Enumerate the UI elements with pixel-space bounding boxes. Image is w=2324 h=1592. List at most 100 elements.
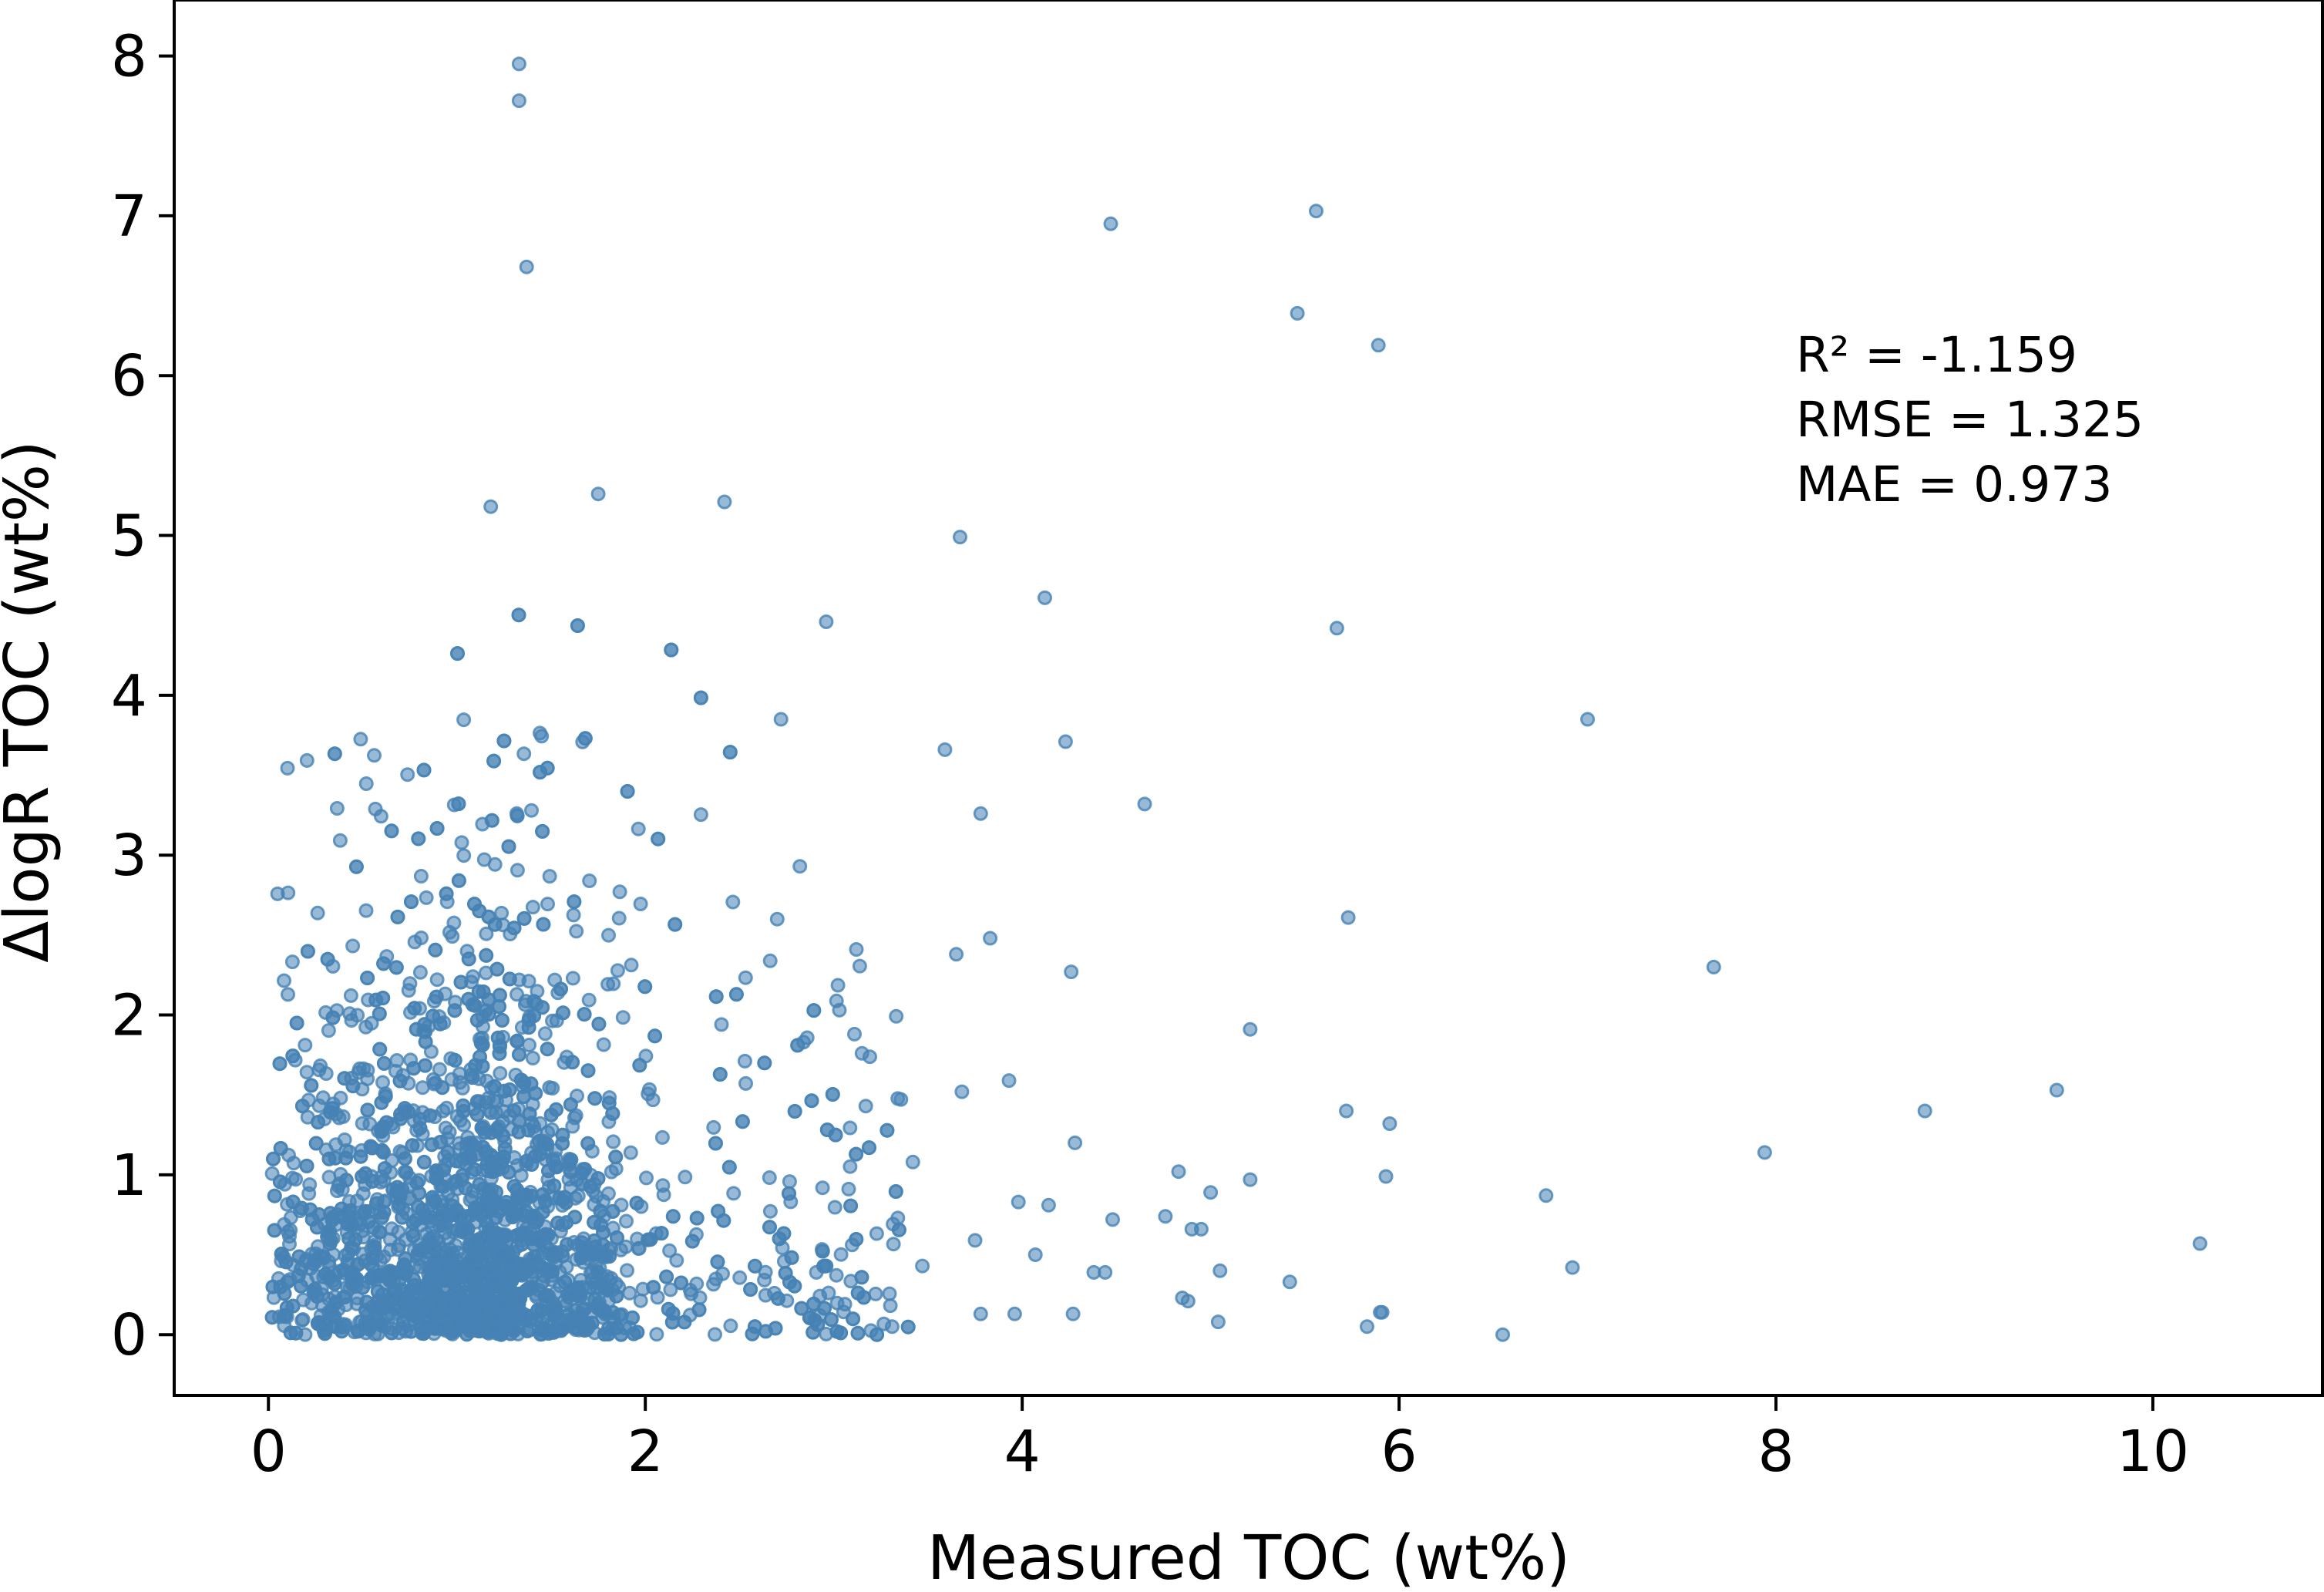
data-point [461, 951, 476, 967]
data-point [677, 1314, 692, 1330]
data-point [502, 1082, 517, 1097]
y-tick-label: 3 [111, 823, 147, 889]
data-point [301, 1186, 317, 1201]
data-point [973, 1306, 988, 1321]
y-tick-label: 6 [111, 343, 147, 409]
data-point [633, 1293, 648, 1308]
data-point [646, 1280, 661, 1295]
data-point [464, 1136, 479, 1151]
data-point [358, 903, 374, 918]
data-point [279, 1300, 294, 1315]
data-point [516, 1089, 531, 1104]
data-point [449, 1314, 465, 1329]
data-point [409, 1213, 423, 1228]
data-point [577, 1007, 592, 1022]
data-point [762, 1220, 777, 1235]
data-point [782, 1174, 797, 1190]
data-point [819, 614, 834, 629]
data-point [527, 1149, 543, 1164]
data-point [267, 1188, 282, 1203]
data-point [465, 1070, 480, 1085]
data-point [561, 1172, 577, 1187]
data-point [272, 1056, 288, 1072]
data-point [815, 1244, 830, 1259]
data-point [492, 999, 506, 1015]
data-point [358, 1166, 373, 1181]
data-point [1065, 1306, 1081, 1321]
data-point [451, 873, 466, 888]
data-point [1371, 338, 1386, 353]
data-point [384, 823, 399, 839]
data-point [389, 1190, 405, 1206]
data-point [496, 733, 512, 749]
data-point [533, 725, 547, 741]
data-point [390, 909, 405, 924]
data-point [722, 745, 738, 760]
data-point [574, 1176, 590, 1191]
data-point [757, 1055, 772, 1071]
data-point [311, 1115, 326, 1130]
data-point [395, 1210, 410, 1225]
data-point [1580, 712, 1596, 727]
data-point [481, 909, 496, 924]
data-point [580, 1063, 596, 1079]
data-point [267, 1223, 282, 1238]
data-point [678, 1170, 693, 1185]
data-point [728, 987, 744, 1002]
data-point [553, 981, 568, 997]
data-point [328, 1296, 343, 1311]
data-point [590, 1171, 606, 1186]
y-axis-ticks: 0 1 2 3 4 5 6 7 8 [111, 24, 174, 1368]
data-point [1243, 1172, 1258, 1187]
data-point [419, 1312, 435, 1328]
data-point [522, 1038, 536, 1052]
data-point [452, 1066, 467, 1082]
data-point [567, 1110, 582, 1126]
data-point [513, 1263, 528, 1278]
data-point [399, 1165, 414, 1180]
data-point [286, 1156, 301, 1171]
data-point [535, 823, 550, 839]
data-point [710, 1254, 725, 1270]
data-point [519, 259, 534, 274]
data-point [439, 886, 454, 901]
x-tick-label: 0 [251, 1419, 287, 1485]
data-point [723, 1318, 738, 1334]
data-point [278, 1254, 294, 1270]
data-point [315, 1090, 331, 1106]
data-point [370, 1268, 385, 1284]
data-point [862, 1140, 876, 1156]
mae-annotation: MAE = 0.973 [1796, 456, 2112, 513]
data-point [403, 1324, 419, 1339]
data-point [405, 1138, 420, 1153]
data-point [1007, 1306, 1022, 1321]
data-point [738, 1075, 753, 1091]
data-point [827, 1200, 842, 1215]
data-point [429, 821, 445, 836]
data-point [890, 1210, 906, 1226]
y-tick-label: 8 [111, 24, 147, 90]
data-point [516, 746, 532, 762]
data-point [540, 760, 555, 776]
data-point [429, 972, 445, 988]
data-point [806, 1003, 822, 1018]
data-point [418, 1058, 432, 1073]
data-point [748, 1258, 762, 1274]
data-point [868, 1286, 883, 1301]
data-point [565, 971, 580, 986]
data-point [411, 831, 426, 846]
data-point [447, 1003, 462, 1018]
data-point [356, 1061, 372, 1076]
data-point [691, 1302, 707, 1318]
data-point [854, 1045, 869, 1061]
data-point [654, 1226, 669, 1241]
data-point [294, 1099, 310, 1114]
data-point [804, 1093, 819, 1109]
data-point [375, 991, 391, 1005]
data-point [833, 1325, 849, 1341]
data-point [469, 1094, 485, 1109]
data-point [915, 1258, 930, 1274]
data-point [388, 1301, 403, 1316]
data-point [419, 890, 434, 905]
data-point [494, 1012, 510, 1028]
